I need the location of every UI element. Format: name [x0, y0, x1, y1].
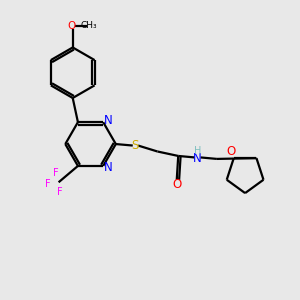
Text: CH₃: CH₃: [81, 21, 98, 30]
Text: O: O: [67, 21, 75, 31]
Text: N: N: [193, 152, 202, 165]
Text: H: H: [194, 146, 201, 156]
Text: F: F: [53, 168, 58, 178]
Text: O: O: [172, 178, 182, 191]
Text: F: F: [57, 187, 63, 197]
Text: N: N: [104, 115, 113, 128]
Text: O: O: [227, 145, 236, 158]
Text: F: F: [45, 179, 51, 189]
Text: N: N: [104, 160, 113, 174]
Text: S: S: [131, 139, 139, 152]
